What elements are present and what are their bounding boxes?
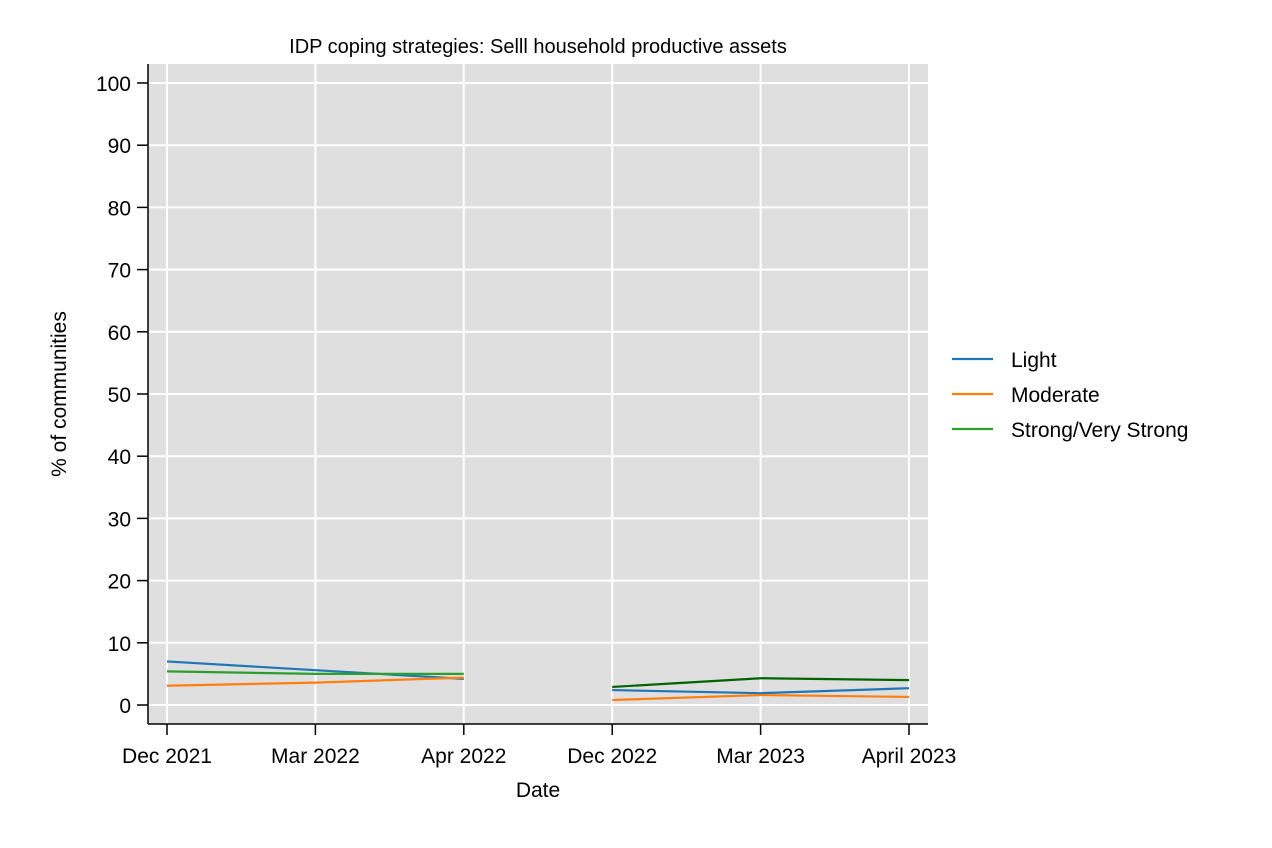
series-line-strong-very-strong <box>166 670 464 676</box>
y-tick-label: 60 <box>108 322 131 345</box>
x-tick-label: Apr 2022 <box>421 745 506 768</box>
series-line-strong-very-strong <box>612 677 910 689</box>
y-tick-label: 100 <box>96 73 131 96</box>
y-tick-label: 10 <box>108 633 131 656</box>
series-line-light <box>612 687 910 695</box>
y-tick-label: 40 <box>108 446 131 469</box>
series-line-light <box>166 660 464 680</box>
x-axis-label: Date <box>516 779 560 802</box>
x-tick-label: Dec 2021 <box>122 745 212 768</box>
y-axis-label: % of communities <box>48 311 71 477</box>
y-tick-label: 70 <box>108 260 131 283</box>
y-tick-label: 90 <box>108 135 131 158</box>
x-tick-label: April 2023 <box>862 745 957 768</box>
x-tick-label: Dec 2022 <box>567 745 657 768</box>
chart-title: IDP coping strategies: Selll household p… <box>289 36 787 58</box>
y-tick-label: 80 <box>108 197 131 220</box>
x-tick-label: Mar 2022 <box>271 745 360 768</box>
y-tick-label: 0 <box>119 695 131 718</box>
y-tick-label: 50 <box>108 384 131 407</box>
legend-label: Moderate <box>1011 384 1100 407</box>
legend-label: Strong/Very Strong <box>1011 419 1188 442</box>
y-tick-label: 20 <box>108 571 131 594</box>
axes: 0 10 20 30 40 50 60 70 80 90 100 Dec 2021 Mar 2022 Ap… <box>96 64 956 768</box>
legend: Light Moderate Strong/Very Strong <box>952 349 1188 442</box>
gridlines <box>148 64 928 724</box>
legend-label: Light <box>1011 349 1057 372</box>
series-line-moderate <box>612 693 910 702</box>
series-line-moderate <box>166 676 464 687</box>
series-layer <box>166 660 910 702</box>
x-tick-label: Mar 2023 <box>716 745 805 768</box>
y-tick-label: 30 <box>108 508 131 531</box>
